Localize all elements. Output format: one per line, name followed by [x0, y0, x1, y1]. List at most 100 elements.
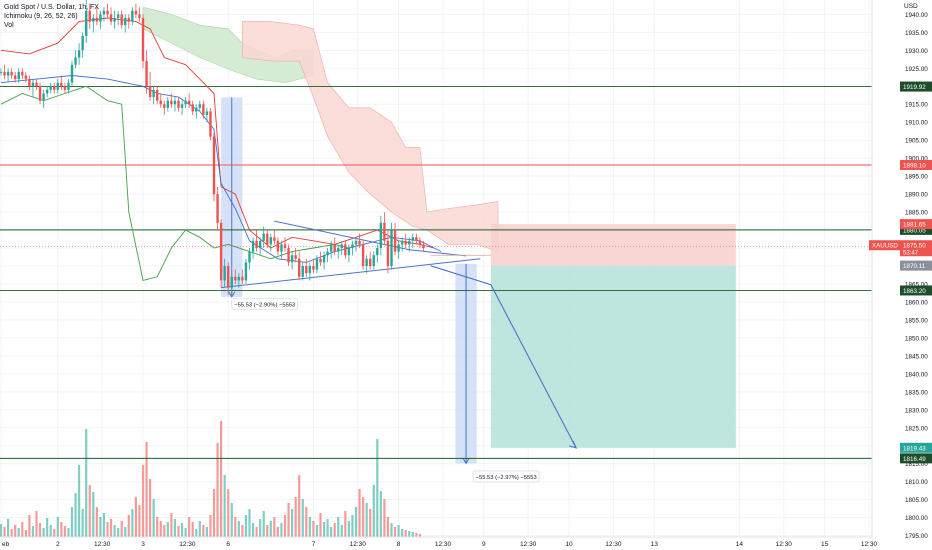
price-tick-label: 1850.00	[905, 335, 928, 342]
time-tick-label: 9	[482, 541, 486, 548]
volume-bar	[35, 511, 38, 537]
volume-bar	[7, 519, 10, 537]
symbol-title[interactable]: Gold Spot / U.S. Dollar, 1h, FX	[4, 4, 99, 11]
price-tick-label: 1805.00	[905, 497, 928, 504]
stop-loss-zone[interactable]	[490, 224, 736, 266]
volume-bar	[14, 525, 17, 537]
ichimoku-cloud	[142, 6, 499, 253]
candle-body	[294, 255, 297, 259]
candle-body	[53, 86, 56, 90]
measure-label: −55.53 (−2.97%) −5553	[472, 470, 540, 483]
candle-body	[56, 82, 59, 90]
candle-body	[411, 237, 414, 241]
candle-body	[38, 86, 42, 101]
projection-arrow-head	[568, 440, 578, 449]
candle-body	[14, 75, 17, 80]
volume-bar	[305, 507, 308, 537]
time-axis[interactable]	[0, 537, 872, 550]
candle-body	[166, 100, 170, 108]
candle-body	[337, 248, 340, 252]
candle-body	[322, 255, 326, 263]
volume-bar	[74, 493, 77, 537]
candle-body	[198, 104, 201, 108]
price-tick-label: 1835.00	[905, 389, 928, 396]
volume-bar	[170, 513, 173, 537]
price-tick-label: 1915.00	[905, 102, 928, 109]
volume-bar	[127, 515, 130, 537]
volume-bar	[92, 492, 95, 537]
time-tick-label: 12:30	[861, 541, 878, 548]
volume-bar	[163, 525, 166, 537]
candle-body	[305, 266, 308, 274]
volume-bar	[269, 521, 272, 537]
volume-bar	[369, 509, 372, 537]
candle-body	[361, 244, 365, 267]
volume-bar	[347, 521, 350, 537]
volume-bar	[322, 522, 326, 537]
triangle-lower-line[interactable]	[221, 258, 481, 289]
volume-bar	[109, 519, 113, 537]
candle-body	[28, 79, 31, 87]
volume-bar	[262, 511, 265, 537]
candle-body	[141, 17, 145, 62]
price-tick-label: 1840.00	[905, 371, 928, 378]
volume-bar	[362, 497, 365, 537]
volume-bar	[177, 526, 180, 537]
ichimoku-legend[interactable]: Ichimoku (9, 26, 52, 26)	[4, 13, 78, 20]
countdown-text: 53:47	[903, 251, 919, 257]
candle-body	[0, 71, 3, 73]
horizontal-levels[interactable]	[0, 86, 872, 459]
currency-label: USD	[904, 3, 918, 10]
candle-body	[88, 10, 91, 22]
volume-bar	[230, 503, 233, 537]
volume-bar	[326, 519, 329, 537]
volume-bar	[67, 528, 70, 537]
volume-bar	[3, 527, 6, 537]
volume-bar	[131, 509, 134, 537]
volume-bar	[418, 534, 421, 537]
candle-body	[45, 89, 49, 94]
candle-body	[379, 222, 383, 249]
candle-body	[400, 240, 404, 245]
candle-body	[74, 57, 77, 65]
volume-bar	[156, 517, 159, 537]
candle-body	[333, 244, 336, 252]
volume-bar	[411, 532, 414, 537]
price-tick-label: 1855.00	[905, 317, 928, 324]
volume-bar	[63, 526, 66, 537]
take-profit-zone[interactable]	[490, 265, 736, 448]
candle-body	[276, 240, 280, 252]
volume-bar	[56, 517, 59, 537]
volume-bar	[24, 530, 27, 537]
position-zones[interactable]	[490, 224, 736, 448]
volume-bar	[415, 533, 418, 537]
candle-body	[273, 237, 276, 241]
projection-path[interactable]	[430, 265, 577, 449]
volume-bar	[291, 509, 294, 537]
stop-price-badge-text: 1881.65	[903, 222, 926, 229]
volume-bar	[120, 521, 123, 537]
candle-body	[21, 71, 24, 76]
candle-body	[63, 86, 67, 90]
measure-arrow-head	[462, 458, 470, 465]
measure-label-text: −55.53 (−2.90%) −5553	[234, 302, 295, 308]
volume-bar	[241, 525, 244, 537]
candle-body	[219, 222, 223, 281]
candle-body	[358, 240, 361, 245]
price-tick-label: 1865.00	[905, 281, 928, 288]
level-price-badge	[900, 224, 932, 235]
volume-legend[interactable]: Vol	[4, 22, 14, 29]
time-tick-label: 12:30	[520, 541, 537, 548]
candle-body	[372, 255, 375, 267]
entry-price-badge	[900, 260, 932, 271]
volume-bar	[149, 479, 152, 537]
candle-body	[191, 104, 194, 112]
volume-bar	[255, 527, 258, 537]
chart-grid	[0, 0, 872, 537]
price-tick-label: 1900.00	[905, 156, 928, 163]
target-price-badge-text: 1819.43	[903, 445, 926, 452]
volume-bar	[259, 519, 262, 537]
candle-body	[376, 248, 379, 256]
volume-bar	[99, 517, 102, 537]
